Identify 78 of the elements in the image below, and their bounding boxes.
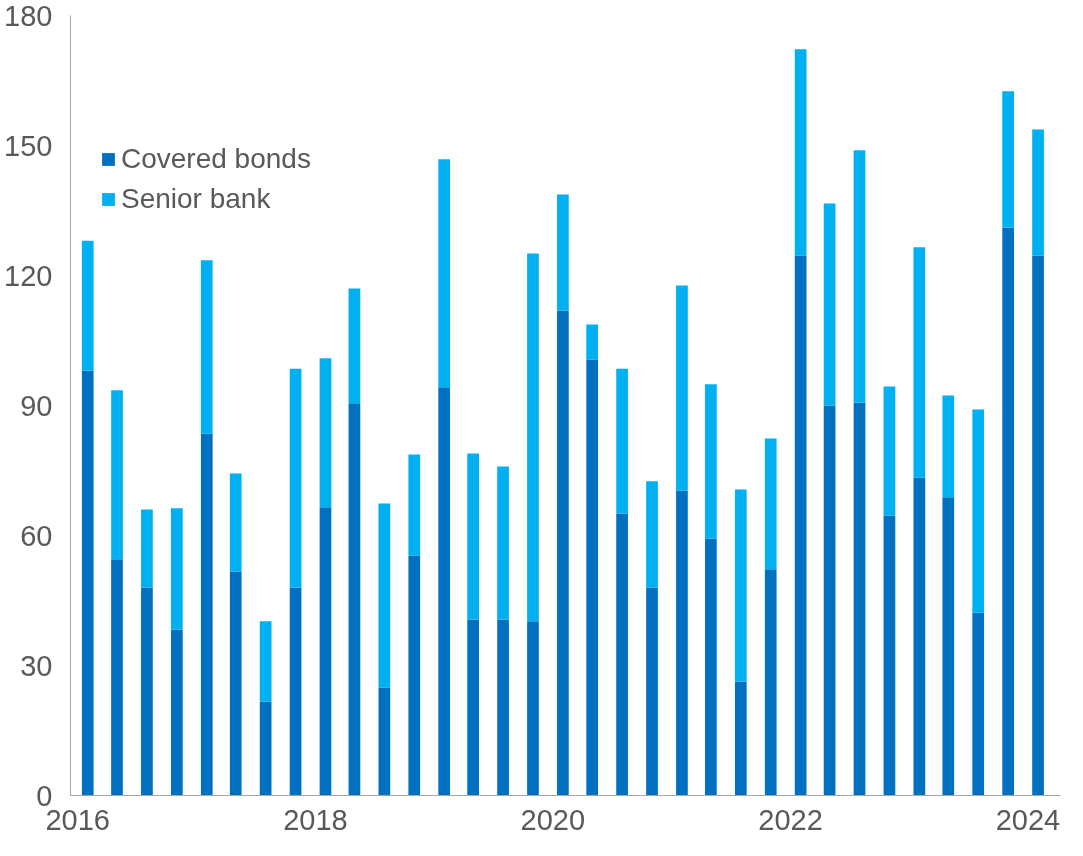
bar [259, 701, 272, 796]
bar [319, 507, 332, 796]
bar [408, 555, 421, 796]
bar [81, 370, 94, 796]
bar [348, 288, 361, 404]
bar [289, 587, 302, 796]
bar [705, 538, 717, 796]
bar [942, 395, 955, 498]
bar [467, 619, 479, 796]
bar [378, 687, 391, 796]
bar [557, 310, 569, 796]
bar [1002, 91, 1014, 228]
legend-label: Covered bonds [121, 143, 311, 175]
bar [171, 508, 183, 630]
x-tick-label: 2024 [995, 803, 1061, 836]
bar [734, 489, 747, 682]
bar [794, 255, 807, 796]
x-tick-label: 2018 [283, 803, 348, 836]
x-tick-label: 2022 [758, 803, 823, 836]
bar [348, 403, 361, 796]
bar [141, 587, 153, 796]
bar [229, 571, 242, 796]
y-tick-label: 60 [20, 519, 53, 552]
bar [823, 203, 836, 406]
bar [527, 253, 539, 622]
bar [141, 509, 153, 588]
bar [289, 368, 302, 588]
bar [319, 358, 332, 508]
bar [883, 515, 896, 796]
bar [853, 150, 866, 403]
bar [734, 681, 747, 796]
bar [616, 368, 628, 514]
legend-label: Senior bank [121, 183, 271, 215]
bar [1032, 129, 1044, 256]
y-tick-label: 90 [20, 389, 53, 422]
bar [942, 497, 955, 796]
bar [705, 384, 717, 539]
bar [913, 247, 926, 478]
bar [81, 240, 94, 371]
bar [586, 324, 599, 360]
bar [1032, 255, 1044, 796]
bar [972, 612, 985, 796]
bar [676, 490, 688, 796]
bar [171, 629, 183, 796]
bar [438, 387, 451, 796]
y-tick-label: 30 [20, 649, 53, 682]
y-tick-label: 150 [4, 129, 53, 162]
bar [497, 466, 509, 620]
bar [467, 453, 479, 620]
bar [853, 402, 866, 796]
bar [1002, 227, 1014, 796]
bar [646, 481, 658, 588]
bar [913, 477, 926, 796]
bar [616, 513, 628, 796]
bar [764, 438, 777, 570]
bar [646, 587, 658, 796]
bar [883, 386, 896, 516]
bar [497, 619, 509, 796]
bar [408, 454, 421, 556]
bar [676, 285, 688, 491]
y-tick-label: 180 [4, 0, 53, 32]
bar [557, 194, 569, 311]
bar [527, 621, 539, 796]
bar [111, 390, 123, 560]
bar [200, 433, 213, 796]
bar [378, 503, 391, 688]
bar [823, 405, 836, 796]
bar [586, 359, 599, 796]
bar [229, 473, 242, 572]
bar [972, 409, 985, 613]
bar [111, 559, 123, 796]
x-tick-label: 2020 [520, 803, 586, 836]
bar [438, 159, 451, 388]
bar [200, 260, 213, 434]
bar [794, 49, 807, 256]
bar [259, 621, 272, 702]
y-tick-label: 120 [4, 259, 53, 292]
bar [764, 569, 777, 796]
